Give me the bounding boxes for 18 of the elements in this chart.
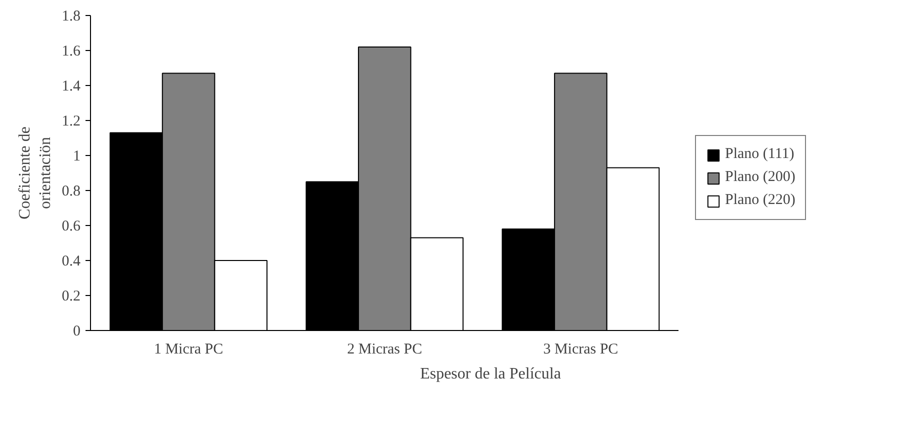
y-tick-label: 1.4 (62, 78, 81, 94)
y-tick-label: 0 (73, 324, 80, 340)
legend-label: Plano (220) (725, 192, 796, 209)
y-tick-label: 0.8 (62, 184, 80, 200)
y-tick-label: 0.6 (62, 218, 81, 234)
x-axis-title: Espesor de la Película (420, 366, 561, 382)
x-tick-label: 2 Micras PC (347, 342, 422, 358)
y-axis-title: Coeficiente de orientaciön (16, 126, 54, 220)
legend-label: Plano (111) (725, 146, 794, 163)
y-tick-label: 1.8 (62, 8, 80, 24)
y-tick-label: 0.4 (62, 254, 81, 270)
x-tick-label: 3 Micras PC (543, 342, 618, 358)
y-tick-label: 1.2 (62, 114, 80, 130)
legend-label: Plano (200) (725, 169, 796, 186)
x-tick-label: 1 Micra PC (154, 342, 224, 358)
y-tick-label: 0.2 (62, 288, 80, 304)
y-tick-label: 1.6 (62, 44, 81, 60)
y-tick-label: 1 (73, 148, 80, 164)
